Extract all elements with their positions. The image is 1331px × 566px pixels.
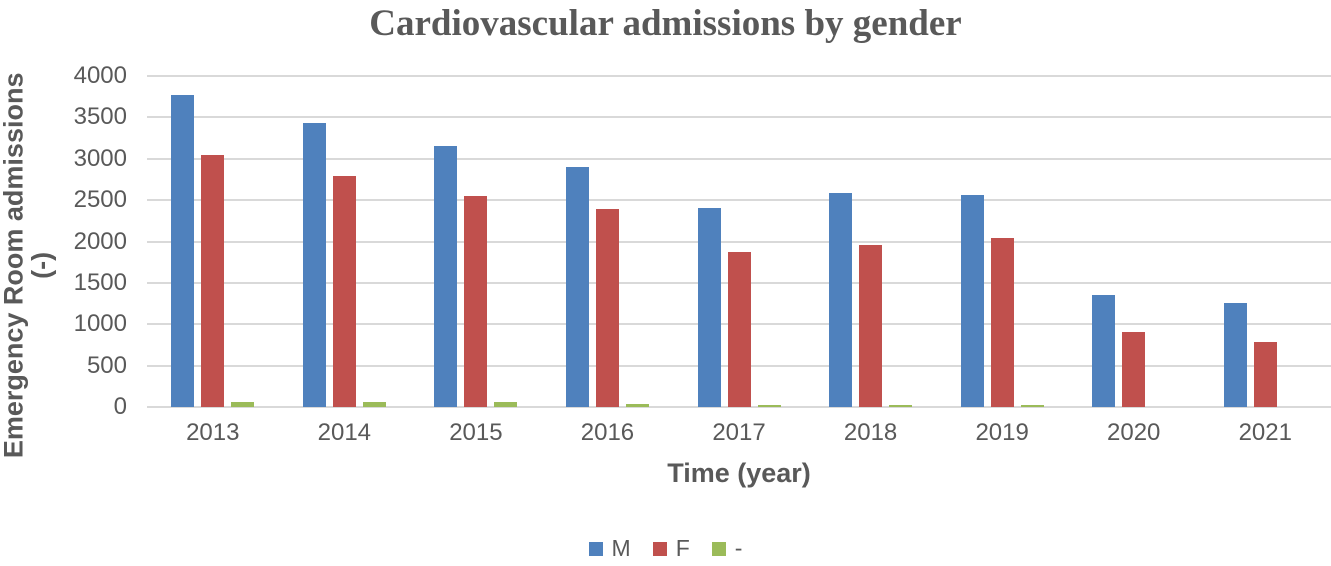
x-tick-label: 2018 (843, 419, 898, 446)
x-axis-tick-labels: 2013 2014 2015 2016 2017 2018 2019 2020 2021 (147, 419, 1331, 447)
bar-group (1068, 74, 1200, 407)
x-tick-label: 2014 (317, 419, 372, 446)
gridline (147, 75, 1331, 77)
bar-dash (889, 405, 913, 407)
bar-m (302, 123, 326, 407)
bar-m (1092, 295, 1116, 407)
legend-label: F (675, 535, 690, 561)
x-tick-label: 2021 (1238, 419, 1292, 446)
gridline (147, 158, 1331, 160)
bar-dash (494, 402, 518, 407)
bar-dash (231, 402, 255, 407)
bar-group (805, 74, 937, 407)
bar-dash (757, 405, 781, 407)
bar-m (565, 167, 589, 407)
x-tick-label: 2016 (580, 419, 635, 446)
y-tick-label: 3500 (73, 103, 127, 130)
bar-m (829, 193, 853, 407)
bar-m (697, 208, 721, 407)
y-tick-label: 1500 (73, 269, 127, 296)
legend-item-f: F (652, 535, 690, 561)
bar-group (410, 74, 542, 407)
bar-m (171, 95, 195, 407)
x-tick-label: 2020 (1107, 419, 1161, 446)
legend-swatch-icon (711, 541, 726, 556)
bar-f (990, 238, 1014, 407)
legend-swatch-icon (588, 541, 603, 556)
bar-group (673, 74, 805, 407)
y-tick-label: 4000 (73, 62, 127, 89)
gridline (147, 406, 1331, 408)
gridline (147, 116, 1331, 118)
y-tick-label: 0 (113, 393, 127, 420)
gridline (147, 241, 1331, 243)
bar-group (542, 74, 674, 407)
bar-dash (362, 402, 386, 407)
legend-item-m: M (588, 535, 631, 561)
bar-f (1253, 342, 1277, 407)
plot-area (147, 75, 1331, 408)
bar-f (595, 209, 619, 407)
legend-label: - (734, 535, 743, 561)
bar-group (1200, 74, 1331, 407)
bar-f (859, 245, 883, 407)
y-tick-label: 3000 (73, 145, 127, 172)
bar-dash (1020, 405, 1044, 407)
chart-title: Cardiovascular admissions by gender (369, 3, 962, 44)
legend-label: M (611, 535, 631, 561)
x-axis-title: Time (year) (667, 458, 811, 488)
gridline (147, 199, 1331, 201)
bar-m (434, 146, 458, 407)
legend-item-dash: - (711, 535, 743, 561)
x-tick-label: 2017 (712, 419, 766, 446)
y-tick-label: 2000 (73, 228, 127, 255)
bar-group (279, 74, 411, 407)
bar-m (960, 195, 984, 407)
bar-f (201, 155, 225, 407)
bar-f (1122, 332, 1146, 407)
bar-m (1223, 303, 1247, 407)
bar-group (147, 74, 279, 407)
bar-f (464, 196, 488, 407)
x-tick-label: 2013 (186, 419, 240, 446)
bar-group (936, 74, 1068, 407)
bar-f (727, 252, 751, 407)
y-tick-label: 500 (86, 352, 127, 379)
x-tick-label: 2019 (975, 419, 1029, 446)
bar-f (332, 176, 356, 407)
legend-swatch-icon (652, 541, 667, 556)
bar-groups (147, 74, 1331, 407)
x-tick-label: 2015 (449, 419, 503, 446)
y-tick-label: 2500 (73, 186, 127, 213)
bar-dash (625, 404, 649, 407)
y-axis-tick-labels: 0 500 1000 1500 2000 2500 3000 3500 4000 (0, 62, 131, 420)
y-tick-label: 1000 (73, 310, 127, 337)
